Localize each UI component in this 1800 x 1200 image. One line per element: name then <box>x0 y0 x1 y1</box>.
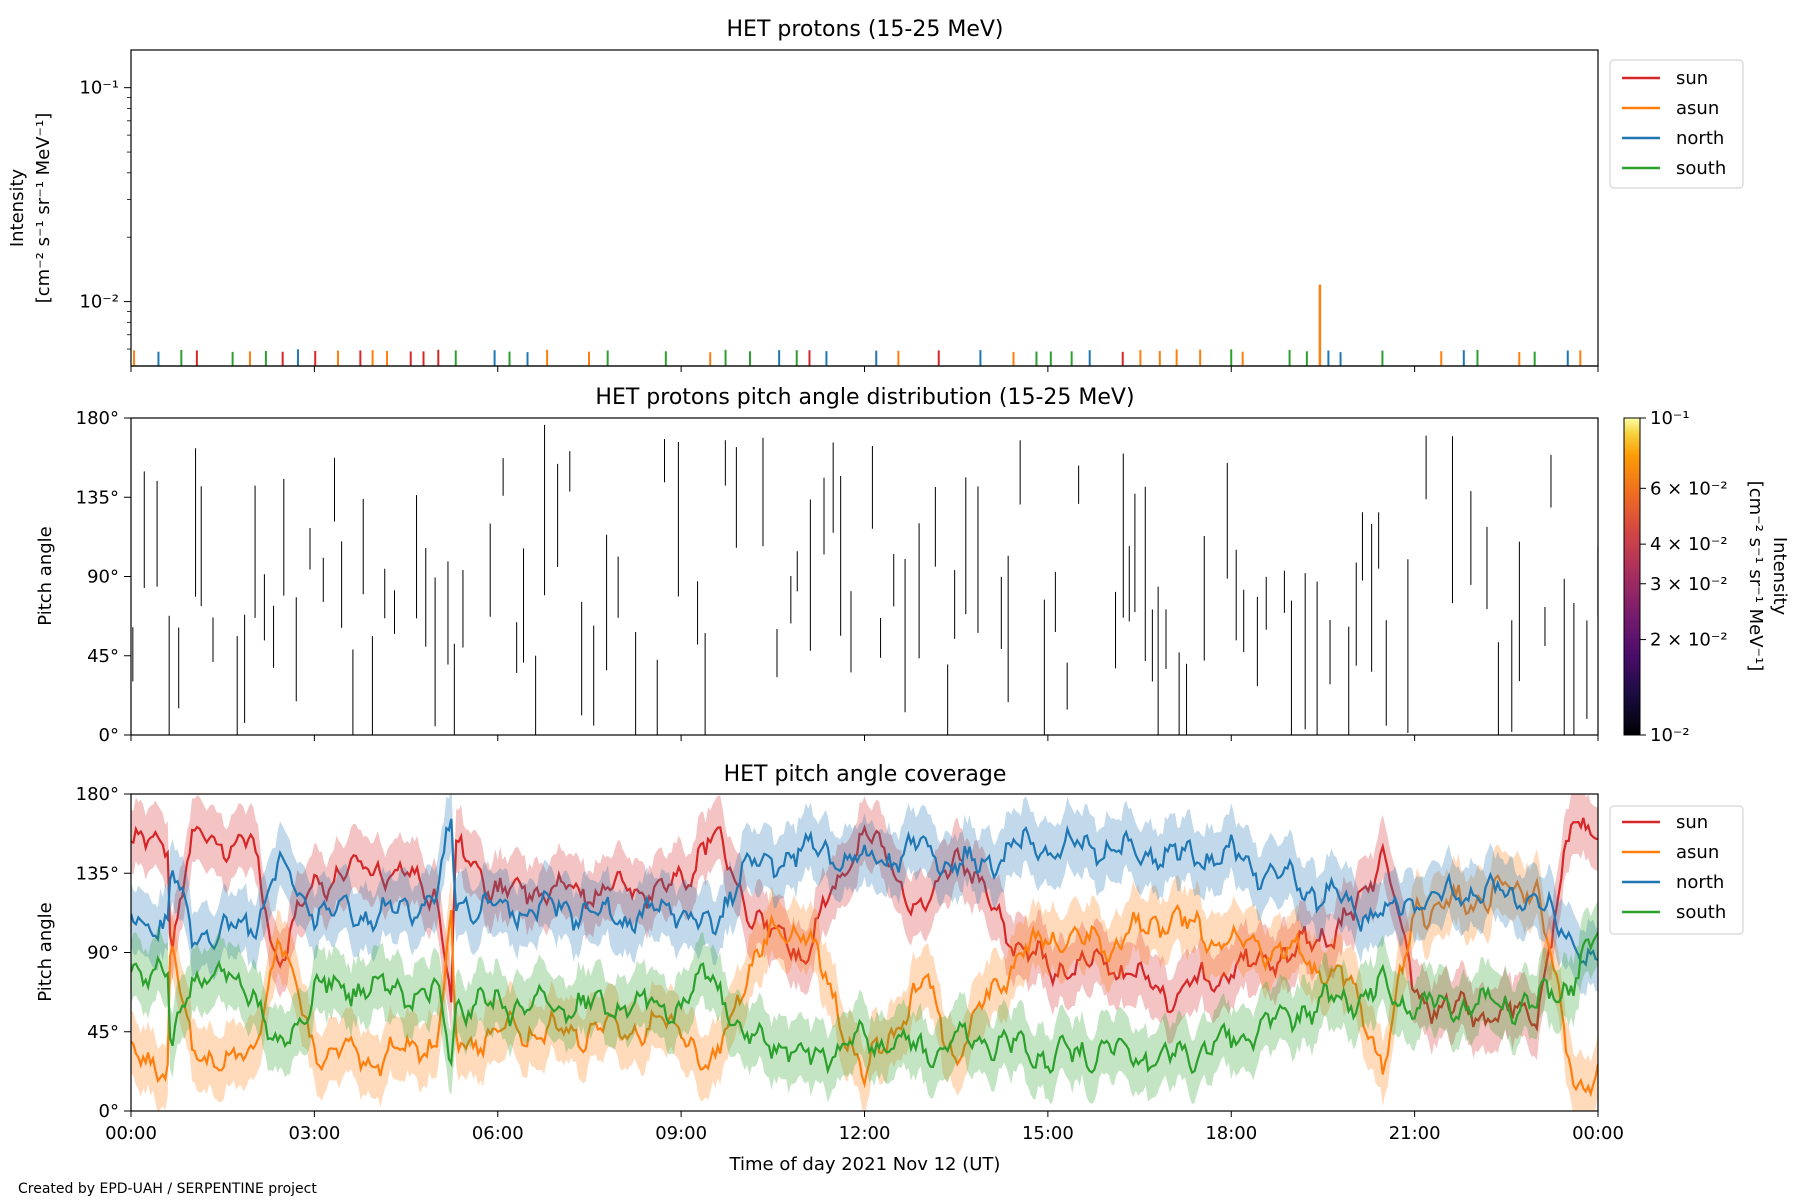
y-tick-label: 90° <box>87 567 119 588</box>
panel1-y-ticks: 10⁻¹ 10⁻² <box>79 78 131 350</box>
panel-pad: HET protons pitch angle distribution (15… <box>35 385 1790 746</box>
y-tick-label: 90° <box>87 943 119 964</box>
panel2-x-ticks <box>130 735 1599 741</box>
colorbar: 10⁻¹ 6 × 10⁻² 4 × 10⁻² 3 × 10⁻² 2 × 10⁻² 10⁻²… <box>1623 408 1790 746</box>
y-tick-label: 0° <box>99 725 119 746</box>
x-tick-label: 00:00 <box>1572 1123 1624 1144</box>
panel3-title: HET pitch angle coverage <box>724 762 1007 787</box>
panel-intensity: HET protons (15-25 MeV) 10⁻¹ 10⁻² Intensi… <box>7 17 1744 372</box>
colorbar-ticks: 10⁻¹ 6 × 10⁻² 4 × 10⁻² 3 × 10⁻² 2 × 10⁻² 10⁻² <box>1640 408 1728 746</box>
coverage-band-south <box>131 900 1598 1105</box>
y-tick-label: 45° <box>87 1022 119 1043</box>
panel2-ylabel: Pitch angle <box>35 526 56 625</box>
x-tick-label: 12:00 <box>839 1123 891 1144</box>
panel1-title: HET protons (15-25 MeV) <box>727 17 1004 42</box>
panel1-legend: sun asun north south <box>1609 59 1744 189</box>
x-tick-label: 06:00 <box>472 1123 524 1144</box>
legend1-label-sun: sun <box>1676 68 1708 89</box>
x-tick-label: 03:00 <box>288 1123 340 1144</box>
panel3-ylabel: Pitch angle <box>35 902 56 1001</box>
panel2-title: HET protons pitch angle distribution (15… <box>595 385 1134 410</box>
colorbar-label-line2: [cm⁻² s⁻¹ sr⁻¹ MeV⁻¹] <box>1745 481 1766 672</box>
y-tick-label: 10⁻² <box>79 292 119 313</box>
coverage-line-north <box>131 818 1598 967</box>
x-tick-label: 09:00 <box>655 1123 707 1144</box>
panel1-ylabel-line2: [cm⁻² s⁻¹ sr⁻¹ MeV⁻¹] <box>33 113 54 304</box>
y-tick-label: 180° <box>76 784 119 805</box>
coverage-line-sun <box>131 817 1598 1032</box>
panel1-x-ticks <box>130 366 1599 372</box>
panel1-ylabel-line1: Intensity <box>7 168 28 247</box>
colorbar-tick-label: 10⁻² <box>1650 725 1690 746</box>
colorbar-gradient <box>1623 417 1641 736</box>
panel2-marks <box>132 424 1599 735</box>
colorbar-tick-label: 6 × 10⁻² <box>1650 478 1728 499</box>
y-tick-label: 135° <box>76 487 119 508</box>
panel3-legend-frame <box>1609 805 1744 935</box>
y-tick-label: 180° <box>76 408 119 429</box>
legend1-label-north: north <box>1676 128 1724 149</box>
coverage-line-south <box>131 931 1598 1075</box>
panel2-frame <box>130 417 1599 736</box>
y-tick-label: 10⁻¹ <box>79 78 119 99</box>
coverage-band-asun <box>131 844 1598 1111</box>
legend3-label-sun: sun <box>1676 812 1708 833</box>
panel3-y-ticks: 0° 45° 90° 135° 180° <box>76 784 131 1122</box>
panel1-legend-frame <box>1609 59 1744 189</box>
legend3-label-asun: asun <box>1676 842 1719 863</box>
colorbar-tick-label: 3 × 10⁻² <box>1650 574 1728 595</box>
x-tick-label: 21:00 <box>1389 1123 1441 1144</box>
panel3-x-ticks: 00:00 03:00 06:00 09:00 12:00 15:00 18:00 21:00… <box>105 1111 1624 1144</box>
footer-credit: Created by EPD-UAH / SERPENTINE project <box>18 1181 317 1197</box>
y-tick-label: 45° <box>87 646 119 667</box>
colorbar-label-line1: Intensity <box>1769 537 1790 616</box>
panel3-marks <box>131 794 1598 1111</box>
panel2-y-ticks: 0° 45° 90° 135° 180° <box>76 408 131 746</box>
colorbar-tick-label: 10⁻¹ <box>1650 408 1690 429</box>
panel3-legend: sun asun north south <box>1609 805 1744 935</box>
panel1-frame <box>130 49 1599 367</box>
y-tick-label: 135° <box>76 863 119 884</box>
legend1-label-south: south <box>1676 158 1726 179</box>
panel-coverage: HET pitch angle coverage 0° 45° 90° 135° 180… <box>35 762 1744 1175</box>
x-axis-label: Time of day 2021 Nov 12 (UT) <box>729 1154 1001 1175</box>
coverage-band-north <box>131 794 1598 997</box>
panel1-marks <box>131 284 1598 367</box>
legend3-label-south: south <box>1676 902 1726 923</box>
x-tick-label: 00:00 <box>105 1123 157 1144</box>
y-tick-label: 0° <box>99 1101 119 1122</box>
colorbar-tick-label: 2 × 10⁻² <box>1650 630 1728 651</box>
legend1-label-asun: asun <box>1676 98 1719 119</box>
colorbar-tick-label: 4 × 10⁻² <box>1650 534 1728 555</box>
x-tick-label: 18:00 <box>1205 1123 1257 1144</box>
coverage-line-asun <box>131 873 1598 1098</box>
x-tick-label: 15:00 <box>1022 1123 1074 1144</box>
coverage-band-sun <box>131 794 1598 1061</box>
legend3-label-north: north <box>1676 872 1724 893</box>
